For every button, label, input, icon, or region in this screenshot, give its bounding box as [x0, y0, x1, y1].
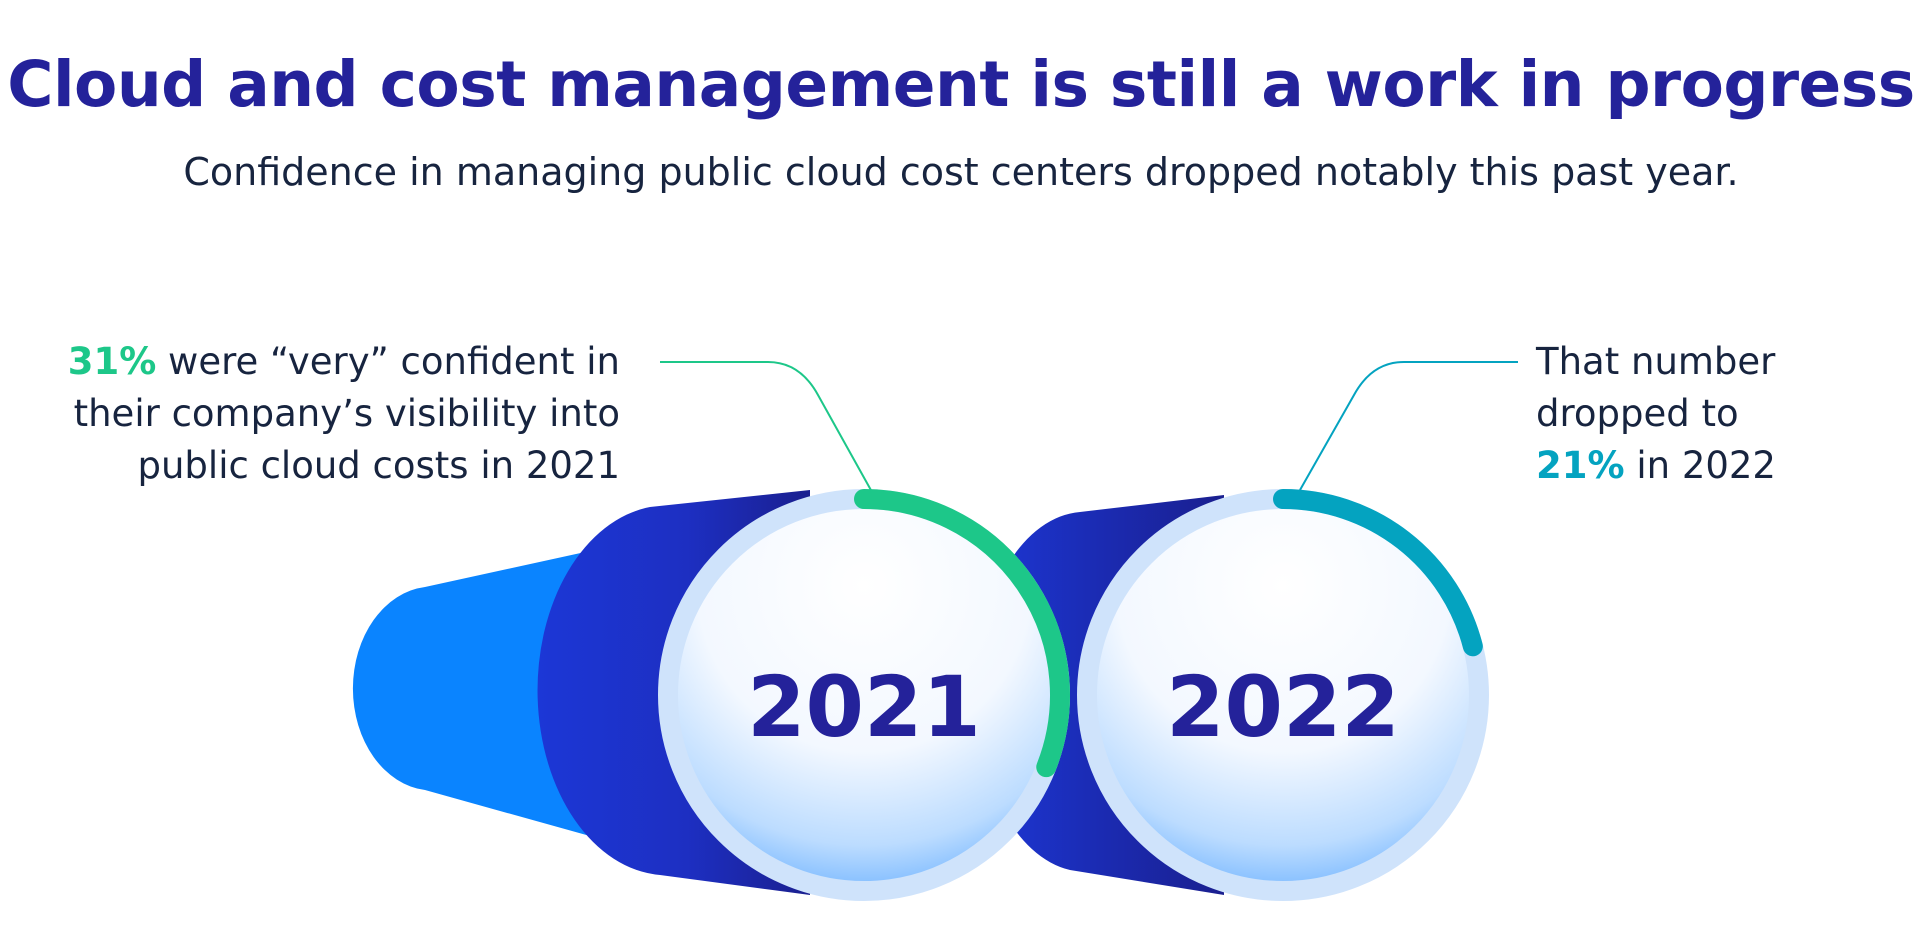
callout-2021: 31% were “very” confident in their compa…	[60, 336, 620, 492]
percent-2022: 21%	[1536, 444, 1625, 487]
callout-2022-line1: That number	[1536, 340, 1776, 383]
year-label-2022: 2022	[1166, 658, 1400, 756]
percent-2021: 31%	[67, 340, 157, 383]
ring-2022: 2022	[1077, 489, 1489, 901]
callout-2022-line3: in 2022	[1624, 444, 1776, 487]
progress-arc-2022	[1273, 489, 1483, 657]
year-label-2021: 2021	[747, 658, 981, 756]
leader-line-2021	[660, 361, 873, 493]
progress-arc-2021	[854, 489, 1070, 778]
callout-2021-line3: public cloud costs in 2021	[137, 444, 621, 487]
ring-2021: 2021	[658, 489, 1070, 901]
callout-2022: That number dropped to 21% in 2022	[1536, 336, 1916, 492]
page-subtitle: Confidence in managing public cloud cost…	[183, 150, 1739, 194]
leader-line-2022	[1299, 361, 1518, 491]
page-title: Cloud and cost management is still a wor…	[7, 48, 1915, 121]
callout-2021-line2: their company’s visibility into	[73, 392, 620, 435]
callout-2022-line2: dropped to	[1536, 392, 1739, 435]
callout-2021-line1: were “very” confident in	[156, 340, 620, 383]
